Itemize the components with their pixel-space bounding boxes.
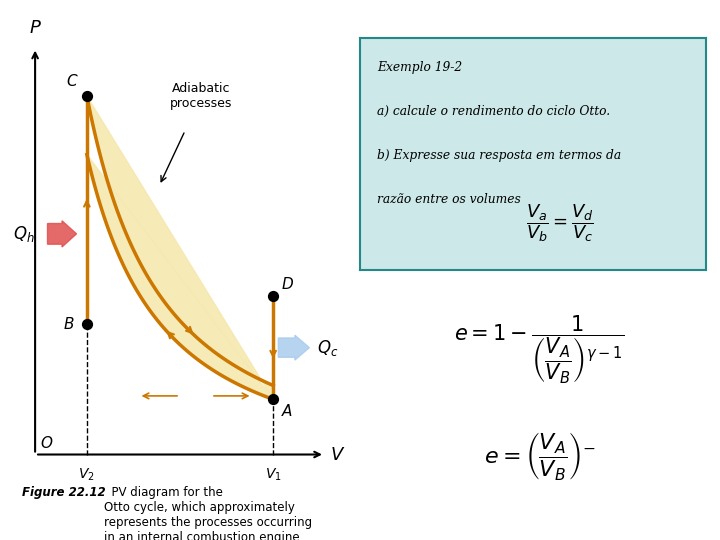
Text: $A$: $A$: [282, 403, 294, 419]
Text: $Q_c$: $Q_c$: [317, 338, 338, 357]
Point: [81, 319, 93, 328]
Text: $V$: $V$: [330, 446, 346, 463]
FancyArrow shape: [279, 335, 310, 360]
Text: $V_1$: $V_1$: [265, 467, 282, 483]
Point: [267, 292, 279, 300]
FancyArrow shape: [48, 221, 76, 247]
Text: $P$: $P$: [29, 19, 42, 37]
Text: a) calcule o rendimento do ciclo Otto.: a) calcule o rendimento do ciclo Otto.: [377, 105, 611, 118]
Text: Figure 22.12: Figure 22.12: [22, 486, 105, 499]
Text: razão entre os volumes: razão entre os volumes: [377, 193, 521, 206]
Point: [81, 92, 93, 100]
Text: $Q_h$: $Q_h$: [14, 224, 35, 244]
Point: [267, 395, 279, 404]
Text: PV diagram for the
Otto cycle, which approximately
represents the processes occu: PV diagram for the Otto cycle, which app…: [104, 486, 312, 540]
Text: $e = \left(\dfrac{V_A}{V_B}\right)^{-}$: $e = \left(\dfrac{V_A}{V_B}\right)^{-}$: [484, 430, 595, 482]
Text: Exemplo 19-2: Exemplo 19-2: [377, 61, 462, 74]
Text: $e = 1 - \dfrac{1}{\left(\dfrac{V_A}{V_B}\right)^{\gamma-1}}$: $e = 1 - \dfrac{1}{\left(\dfrac{V_A}{V_B…: [454, 313, 625, 386]
Text: $\dfrac{V_a}{V_b} = \dfrac{V_d}{V_c}$: $\dfrac{V_a}{V_b} = \dfrac{V_d}{V_c}$: [526, 202, 595, 245]
Text: b) Expresse sua resposta em termos da: b) Expresse sua resposta em termos da: [377, 149, 621, 162]
Text: $C$: $C$: [66, 73, 78, 89]
Text: $V_2$: $V_2$: [78, 467, 95, 483]
Text: $O$: $O$: [40, 435, 54, 451]
Text: $B$: $B$: [63, 315, 74, 332]
Polygon shape: [87, 96, 273, 400]
Text: $D$: $D$: [282, 276, 294, 293]
Text: Adiabatic
processes: Adiabatic processes: [169, 82, 232, 110]
